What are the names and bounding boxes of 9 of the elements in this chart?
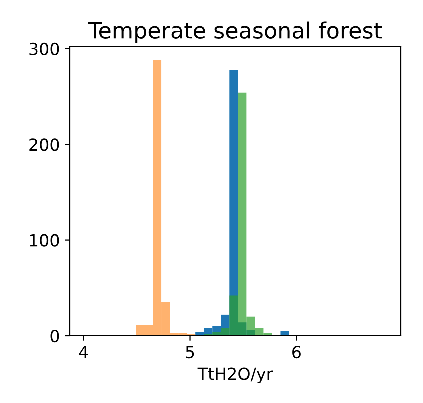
y-tick-label: 200 [30, 138, 60, 152]
y-tick-label: 0 [50, 330, 60, 343]
y-tick-label: 100 [30, 234, 60, 247]
x-tick-label: 6 [292, 346, 301, 359]
y-tick-label: 300 [30, 42, 60, 56]
x-tick-label: 4 [79, 346, 88, 358]
x-axis-title: TtH2O/yr [198, 368, 274, 384]
x-tick-label: 5 [186, 346, 194, 359]
chart-title: Temperate seasonal forest [88, 22, 382, 44]
